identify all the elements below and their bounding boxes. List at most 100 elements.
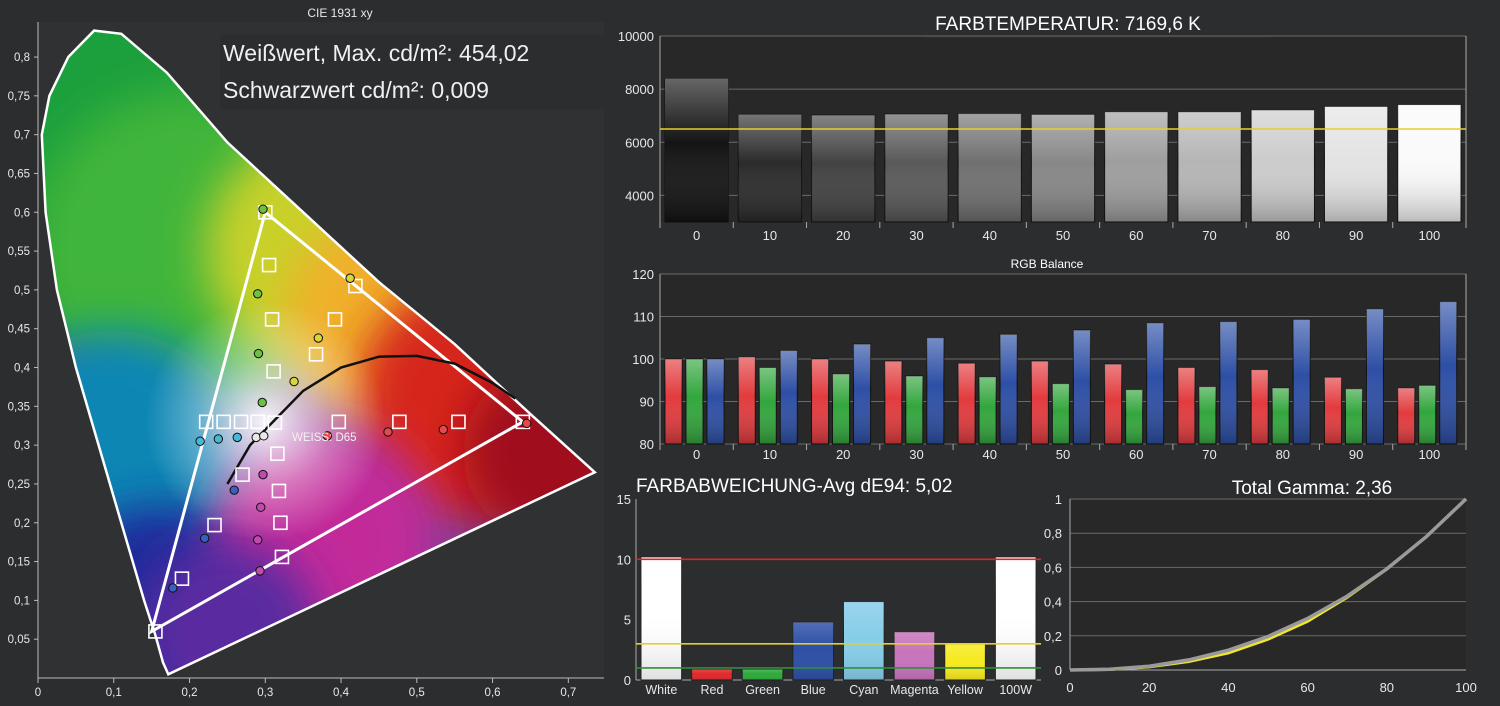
rgb-bar-shade bbox=[1073, 330, 1091, 444]
cct-bar-shade bbox=[1324, 106, 1388, 222]
measured-point bbox=[313, 333, 324, 343]
gamma-y-tick-label: 0,8 bbox=[1044, 526, 1062, 541]
rgb-x-tick-label: 30 bbox=[909, 447, 923, 462]
de-title: FARBABWEICHUNG-Avg dE94: 5,02 bbox=[636, 476, 952, 497]
cct-title: FARBTEMPERATUR: 7169,6 K bbox=[935, 14, 1201, 35]
de-x-tick-label: Yellow bbox=[947, 683, 984, 697]
gamma-y-tick-label: 1 bbox=[1055, 492, 1062, 507]
measured-point bbox=[251, 432, 261, 443]
rgb-bar-shade bbox=[905, 376, 923, 444]
rgb-tick-labels: 80 90 100 110 120 0 10 20 30 40 50 60 70 80 90 100 bbox=[632, 267, 1440, 462]
target-marker bbox=[250, 414, 266, 430]
cie-y-tick-label: 0,55 bbox=[8, 246, 30, 258]
measured-point bbox=[253, 348, 264, 359]
de-x-tick-label: Blue bbox=[801, 683, 826, 697]
cct-bar-shade bbox=[1251, 109, 1315, 222]
measured-point bbox=[289, 376, 299, 387]
rgb-bar-shade bbox=[665, 359, 682, 444]
delta-e-chart: FARBABWEICHUNG-Avg dE94: 5,02 0 5 10 15 Whit… bbox=[617, 476, 1041, 697]
de-y-tick-label: 0 bbox=[624, 673, 631, 688]
rgb-bar-shade bbox=[1146, 322, 1164, 444]
measured-point bbox=[259, 431, 269, 441]
de-x-tick-label: Red bbox=[700, 683, 723, 697]
rgb-bar-shade bbox=[1397, 387, 1415, 444]
rgb-title: RGB Balance bbox=[1011, 257, 1084, 271]
de-x-tick-label: Cyan bbox=[849, 683, 878, 697]
cct-bar-shade bbox=[1031, 114, 1095, 222]
de-x-tick-label: White bbox=[645, 683, 677, 697]
spectral-locus bbox=[40, 29, 598, 676]
de-bar-shade bbox=[691, 669, 733, 680]
measured-point bbox=[258, 204, 268, 214]
cie-y-tick-label: 0,25 bbox=[8, 479, 30, 491]
target-marker bbox=[331, 414, 347, 430]
cie-y-tick-label: 0,1 bbox=[14, 595, 30, 607]
rgb-bar-shade bbox=[926, 337, 944, 444]
rgb-bar-shade bbox=[1198, 386, 1216, 444]
rgb-bar-shade bbox=[1272, 387, 1290, 444]
measured-point bbox=[438, 424, 449, 435]
measured-point bbox=[255, 566, 265, 576]
rgb-y-tick-label: 90 bbox=[640, 395, 654, 410]
rgb-y-tick-label: 110 bbox=[633, 310, 654, 325]
rgb-x-tick-label: 20 bbox=[836, 447, 850, 462]
target-marker bbox=[174, 571, 190, 586]
rgb-x-tick-label: 40 bbox=[982, 447, 996, 462]
target-marker bbox=[273, 515, 288, 531]
de-tick-labels: 0 5 10 15 White Red Green Blue Cyan Magenta Yellow… bbox=[617, 492, 1033, 697]
measured-point bbox=[253, 289, 263, 299]
rgb-bar-shade bbox=[832, 373, 850, 444]
rgb-x-tick-label: 100 bbox=[1419, 447, 1441, 462]
rgb-x-tick-label: 90 bbox=[1349, 447, 1363, 462]
measured-point bbox=[232, 432, 242, 443]
target-marker bbox=[451, 414, 466, 430]
measured-point bbox=[253, 535, 263, 545]
rgb-bar-shade bbox=[1324, 377, 1342, 444]
cct-x-tick-label: 50 bbox=[1056, 228, 1070, 243]
cct-bars bbox=[664, 78, 1462, 223]
rgb-bar-shade bbox=[759, 367, 777, 444]
cie-y-tick-label: 0,8 bbox=[14, 52, 30, 64]
de-y-tick-label: 10 bbox=[617, 552, 631, 567]
cct-y-tick-label: 10000 bbox=[618, 29, 654, 44]
target-marker bbox=[267, 415, 283, 430]
rgb-bar-shade bbox=[1000, 334, 1018, 444]
gamma-curve bbox=[1069, 497, 1468, 672]
cie-x-tick-label: 0,3 bbox=[257, 687, 273, 699]
gamma-x-tick-label: 40 bbox=[1221, 680, 1235, 695]
rgb-bar-shade bbox=[979, 376, 997, 444]
rgb-bar-shade bbox=[884, 361, 902, 444]
cie-y-tick-label: 0,75 bbox=[8, 91, 30, 103]
target-marker bbox=[348, 278, 363, 294]
cie-y-tick-label: 0,05 bbox=[8, 634, 30, 646]
rgb-bar-shade bbox=[707, 359, 724, 444]
cie-white-region bbox=[145, 301, 386, 542]
rgb-x-tick-label: 70 bbox=[1202, 447, 1216, 462]
cct-bar-shade bbox=[1177, 111, 1242, 222]
rgb-bar-shade bbox=[1031, 361, 1049, 444]
measured-point bbox=[229, 485, 239, 495]
de-threshold-lines bbox=[636, 558, 1041, 669]
de-bar-shade bbox=[944, 643, 986, 680]
cct-bar-shade bbox=[738, 114, 802, 222]
gamma-x-tick-label: 80 bbox=[1380, 680, 1394, 695]
gamma-chart: Total Gamma: 2,36 0 0,2 0,4 0,6 0,8 1 0 20 40 60 8… bbox=[1044, 478, 1477, 695]
target-marker bbox=[270, 446, 285, 461]
de-x-tick-label: Green bbox=[745, 683, 780, 697]
black-level-label: Schwarzwert cd/m²: 0,009 bbox=[223, 77, 489, 103]
rgb-x-tick-label: 10 bbox=[763, 447, 777, 462]
cie-y-tick-label: 0,65 bbox=[8, 168, 30, 180]
target-marker bbox=[207, 517, 222, 533]
gamma-y-tick-label: 0,6 bbox=[1044, 560, 1062, 575]
gamma-x-tick-label: 20 bbox=[1142, 680, 1156, 695]
rgb-x-tick-label: 60 bbox=[1129, 447, 1143, 462]
target-marker bbox=[261, 257, 277, 273]
cie-y-tick-label: 0,7 bbox=[14, 130, 30, 142]
cct-title-bg bbox=[925, 10, 1271, 38]
cct-x-tick-label: 0 bbox=[693, 228, 700, 243]
cct-bar-shade bbox=[958, 113, 1022, 222]
target-marker bbox=[235, 467, 250, 482]
de-x-tick-label: Magenta bbox=[890, 683, 939, 697]
cie-y-tick-label: 0,5 bbox=[14, 285, 30, 297]
de-bar-shade bbox=[792, 622, 834, 680]
